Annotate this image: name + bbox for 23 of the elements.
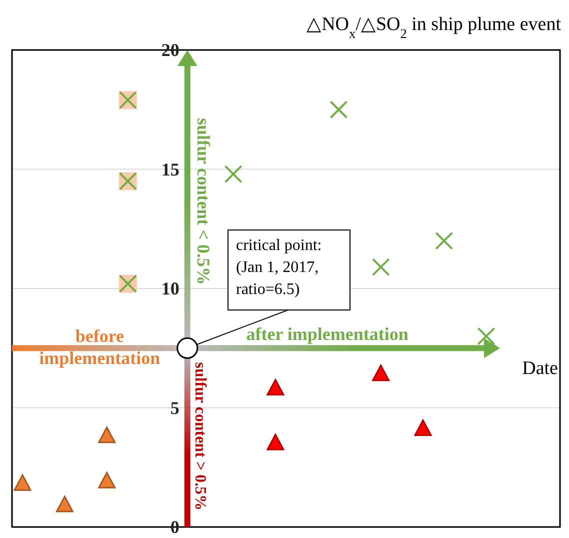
point: [266, 378, 284, 396]
y-tick-label: 5: [170, 398, 180, 418]
x-axis-title: Date: [522, 358, 558, 380]
chart-title: △NO$_{x}$/△SO$_{2}$ in ship plume event: [306, 14, 562, 40]
y-tick-label: 10: [161, 278, 180, 298]
point: [372, 258, 390, 276]
annotation: sulfur content < 0.5%: [193, 118, 214, 285]
point: [56, 496, 74, 512]
point: [14, 474, 32, 491]
annotation: sulfur content > 0.5%: [191, 362, 208, 511]
annotation: before implementation: [39, 326, 160, 368]
point: [224, 165, 242, 184]
annotation: after implementation: [246, 324, 408, 344]
point: [98, 426, 116, 444]
point: [372, 364, 390, 382]
point: [435, 232, 454, 250]
point: [266, 434, 284, 450]
point: [330, 100, 348, 119]
point: [98, 472, 116, 488]
point: [477, 327, 496, 346]
annotation: critical point: (Jan 1, 2017, ratio=6.5): [236, 237, 322, 298]
y-tick-label: 15: [161, 159, 180, 180]
point: [414, 419, 432, 436]
